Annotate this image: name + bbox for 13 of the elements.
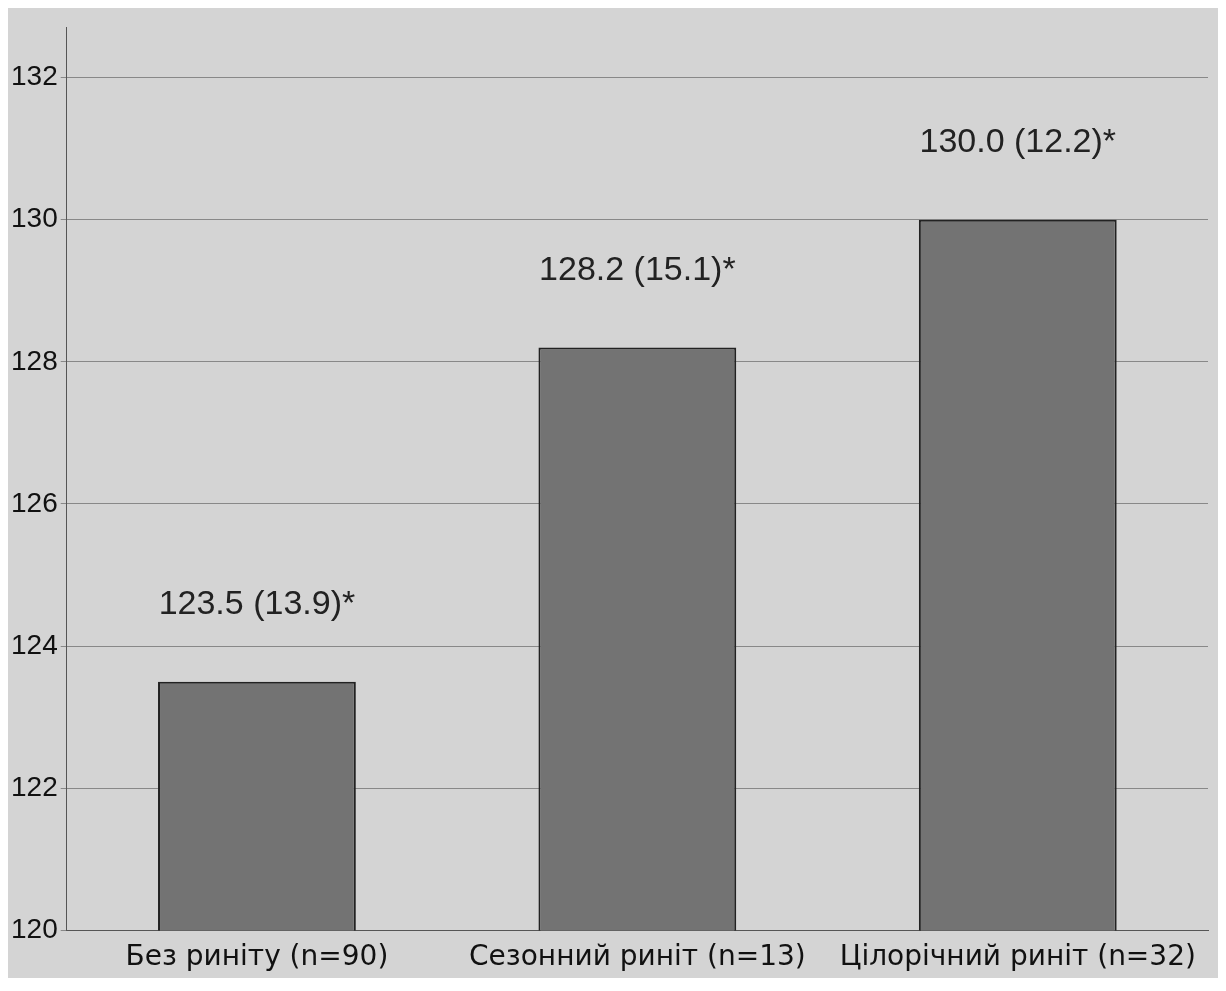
x-tick-label: Без риніту (n=90) [125,939,389,973]
x-tick-label: Сезонний риніт (n=13) [469,939,806,973]
y-tick-label: 126 [11,486,58,518]
y-tick-label: 130 [11,202,58,234]
x-tick-label: Цілорічний риніт (n=32) [839,939,1196,973]
y-tick-label: 128 [11,344,58,376]
y-tick-label: 132 [11,60,58,92]
data-label: 123.5 (13.9)* [158,583,356,622]
y-tick-label: 124 [11,628,58,660]
data-label: 128.2 (15.1)* [539,248,736,287]
y-tick-label: 122 [11,770,58,802]
y-tick-label: 120 [11,913,58,945]
data-label: 130.0 (12.2)* [919,121,1117,160]
